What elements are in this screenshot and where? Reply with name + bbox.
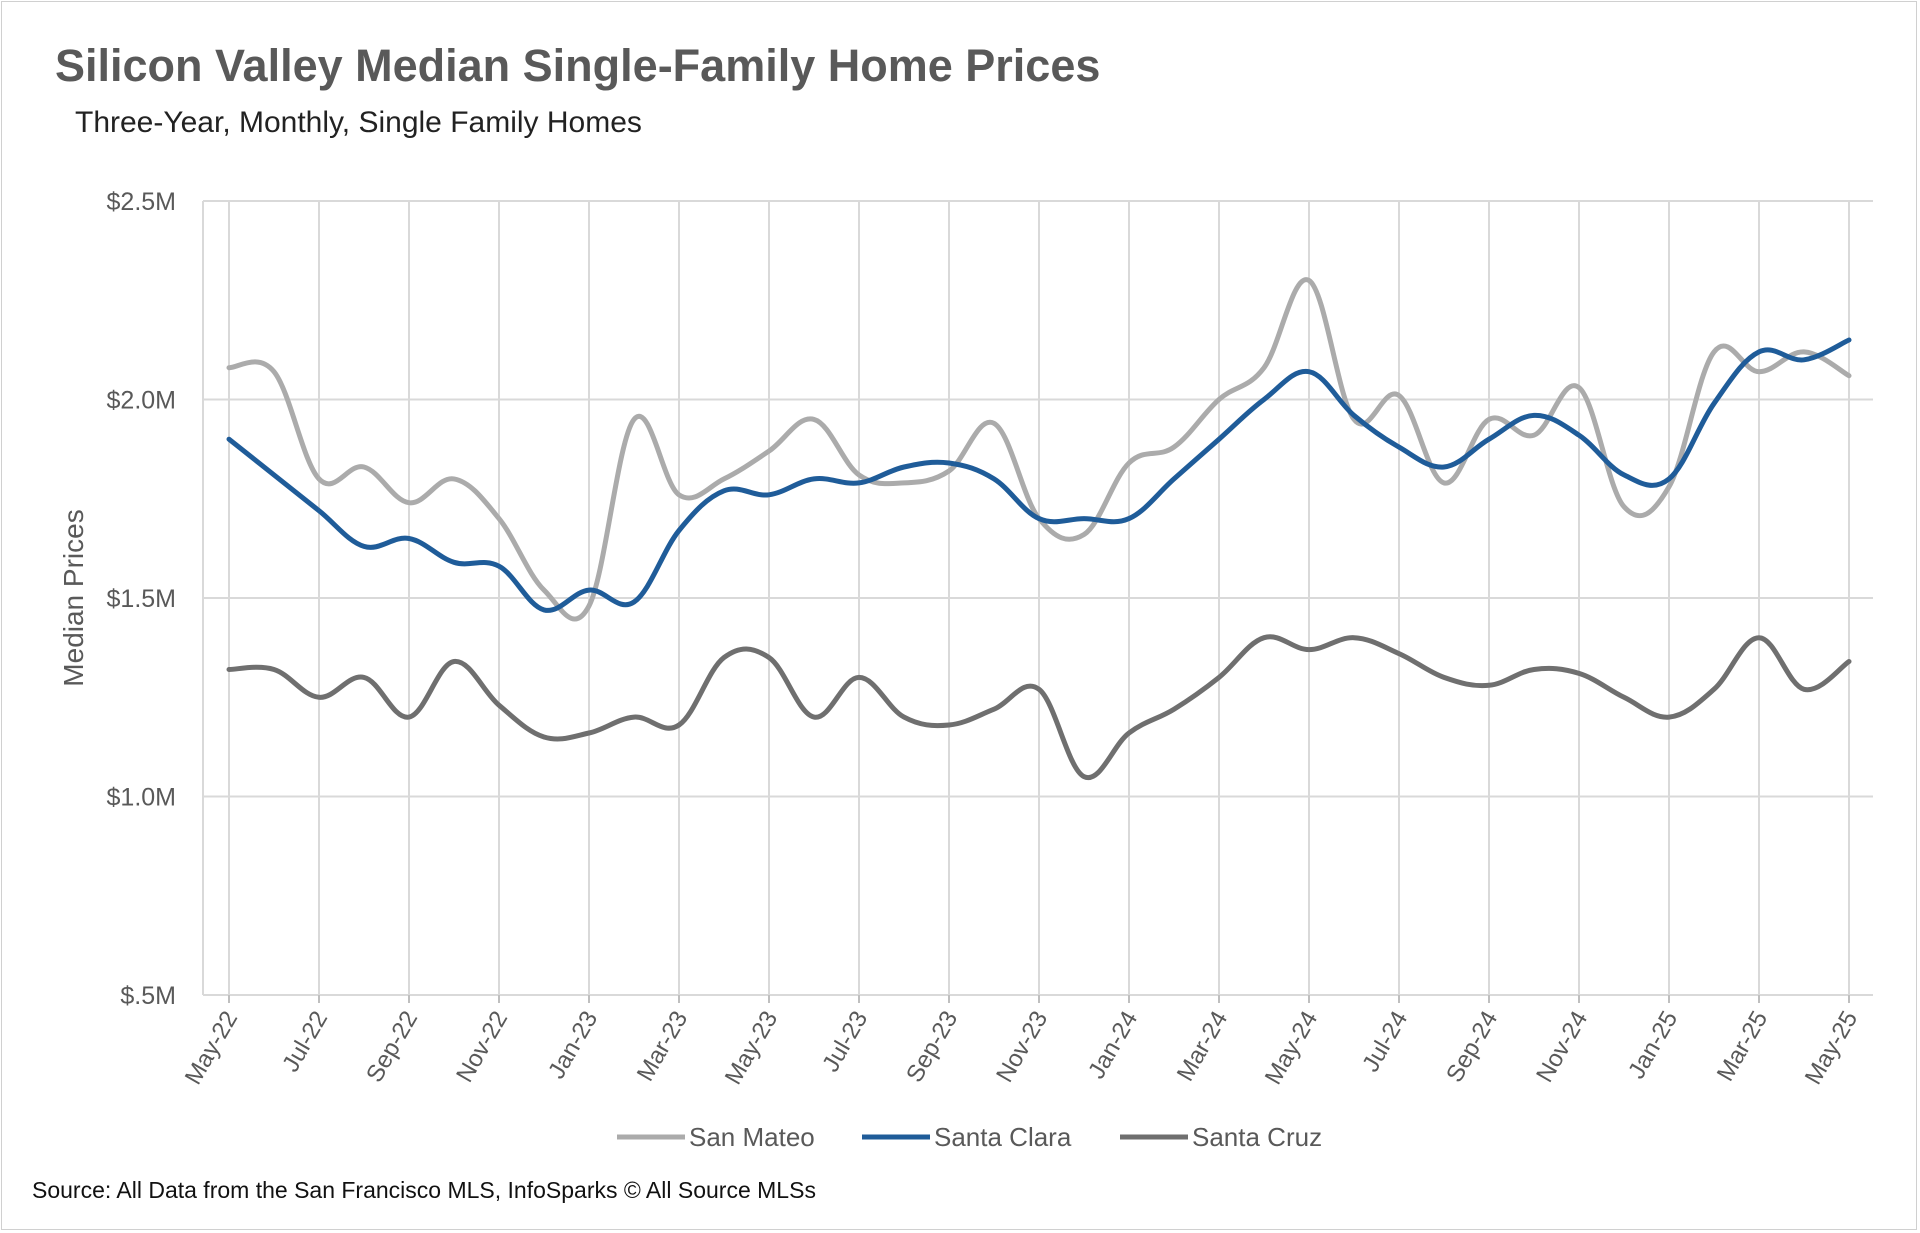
x-tick-label: Mar-25 xyxy=(1712,1007,1773,1086)
x-tick-label: Nov-22 xyxy=(451,1007,513,1088)
y-tick-label: $1.0M xyxy=(107,784,176,812)
x-axis-ticks: May-22 Jul-22 Sep-22 Nov-22 Jan-23 Mar-23 May-… xyxy=(180,1007,1863,1090)
series-line-san-mateo xyxy=(226,277,1852,622)
x-tick-label: May-25 xyxy=(1800,1007,1863,1090)
x-tick-label: Nov-24 xyxy=(1531,1007,1593,1088)
x-tick-label: Jul-24 xyxy=(1357,1007,1413,1077)
x-tick-label: Jul-22 xyxy=(277,1007,333,1077)
y-tick-label: $2.5M xyxy=(107,188,176,216)
y-axis-ticks: $2.5M $2.0M $1.5M $1.0M $.5M xyxy=(107,188,176,1010)
series-line-santa-clara xyxy=(226,337,1852,613)
x-tick-label: Mar-24 xyxy=(1172,1007,1233,1086)
x-tick-label: Sep-24 xyxy=(1441,1007,1503,1088)
series-line-santa-cruz xyxy=(226,634,1852,781)
chart-subtitle: Three-Year, Monthly, Single Family Homes xyxy=(75,106,642,139)
x-tick-label: May-24 xyxy=(1260,1007,1323,1090)
x-tick-label: May-22 xyxy=(180,1007,243,1090)
y-axis-label: Median Prices xyxy=(58,509,89,686)
x-tick-label: Jan-24 xyxy=(1083,1007,1143,1084)
series-lines xyxy=(226,277,1852,781)
chart-title: Silicon Valley Median Single-Family Home… xyxy=(55,40,1101,91)
x-tick-label: Mar-23 xyxy=(632,1007,693,1086)
y-tick-label: $.5M xyxy=(120,982,176,1010)
legend-item-san-mateo: San Mateo xyxy=(617,1122,815,1152)
source-note: Source: All Data from the San Francisco … xyxy=(32,1177,816,1203)
gridlines xyxy=(202,200,1873,1003)
x-tick-label: Jan-23 xyxy=(543,1007,603,1084)
legend-label: Santa Cruz xyxy=(1192,1122,1322,1152)
legend-label: San Mateo xyxy=(689,1122,815,1152)
x-tick-label: Sep-22 xyxy=(361,1007,423,1088)
x-tick-label: Jan-25 xyxy=(1623,1007,1683,1084)
y-tick-label: $1.5M xyxy=(107,585,176,613)
legend-item-santa-clara: Santa Clara xyxy=(862,1122,1072,1152)
x-tick-label: May-23 xyxy=(720,1007,783,1090)
x-tick-label: Sep-23 xyxy=(901,1007,963,1088)
legend-item-santa-cruz: Santa Cruz xyxy=(1120,1122,1322,1152)
x-tick-label: Jul-23 xyxy=(817,1007,873,1077)
y-tick-label: $2.0M xyxy=(107,387,176,415)
x-tick-label: Nov-23 xyxy=(991,1007,1053,1088)
legend-label: Santa Clara xyxy=(934,1122,1072,1152)
legend: San Mateo Santa Clara Santa Cruz xyxy=(617,1122,1322,1152)
